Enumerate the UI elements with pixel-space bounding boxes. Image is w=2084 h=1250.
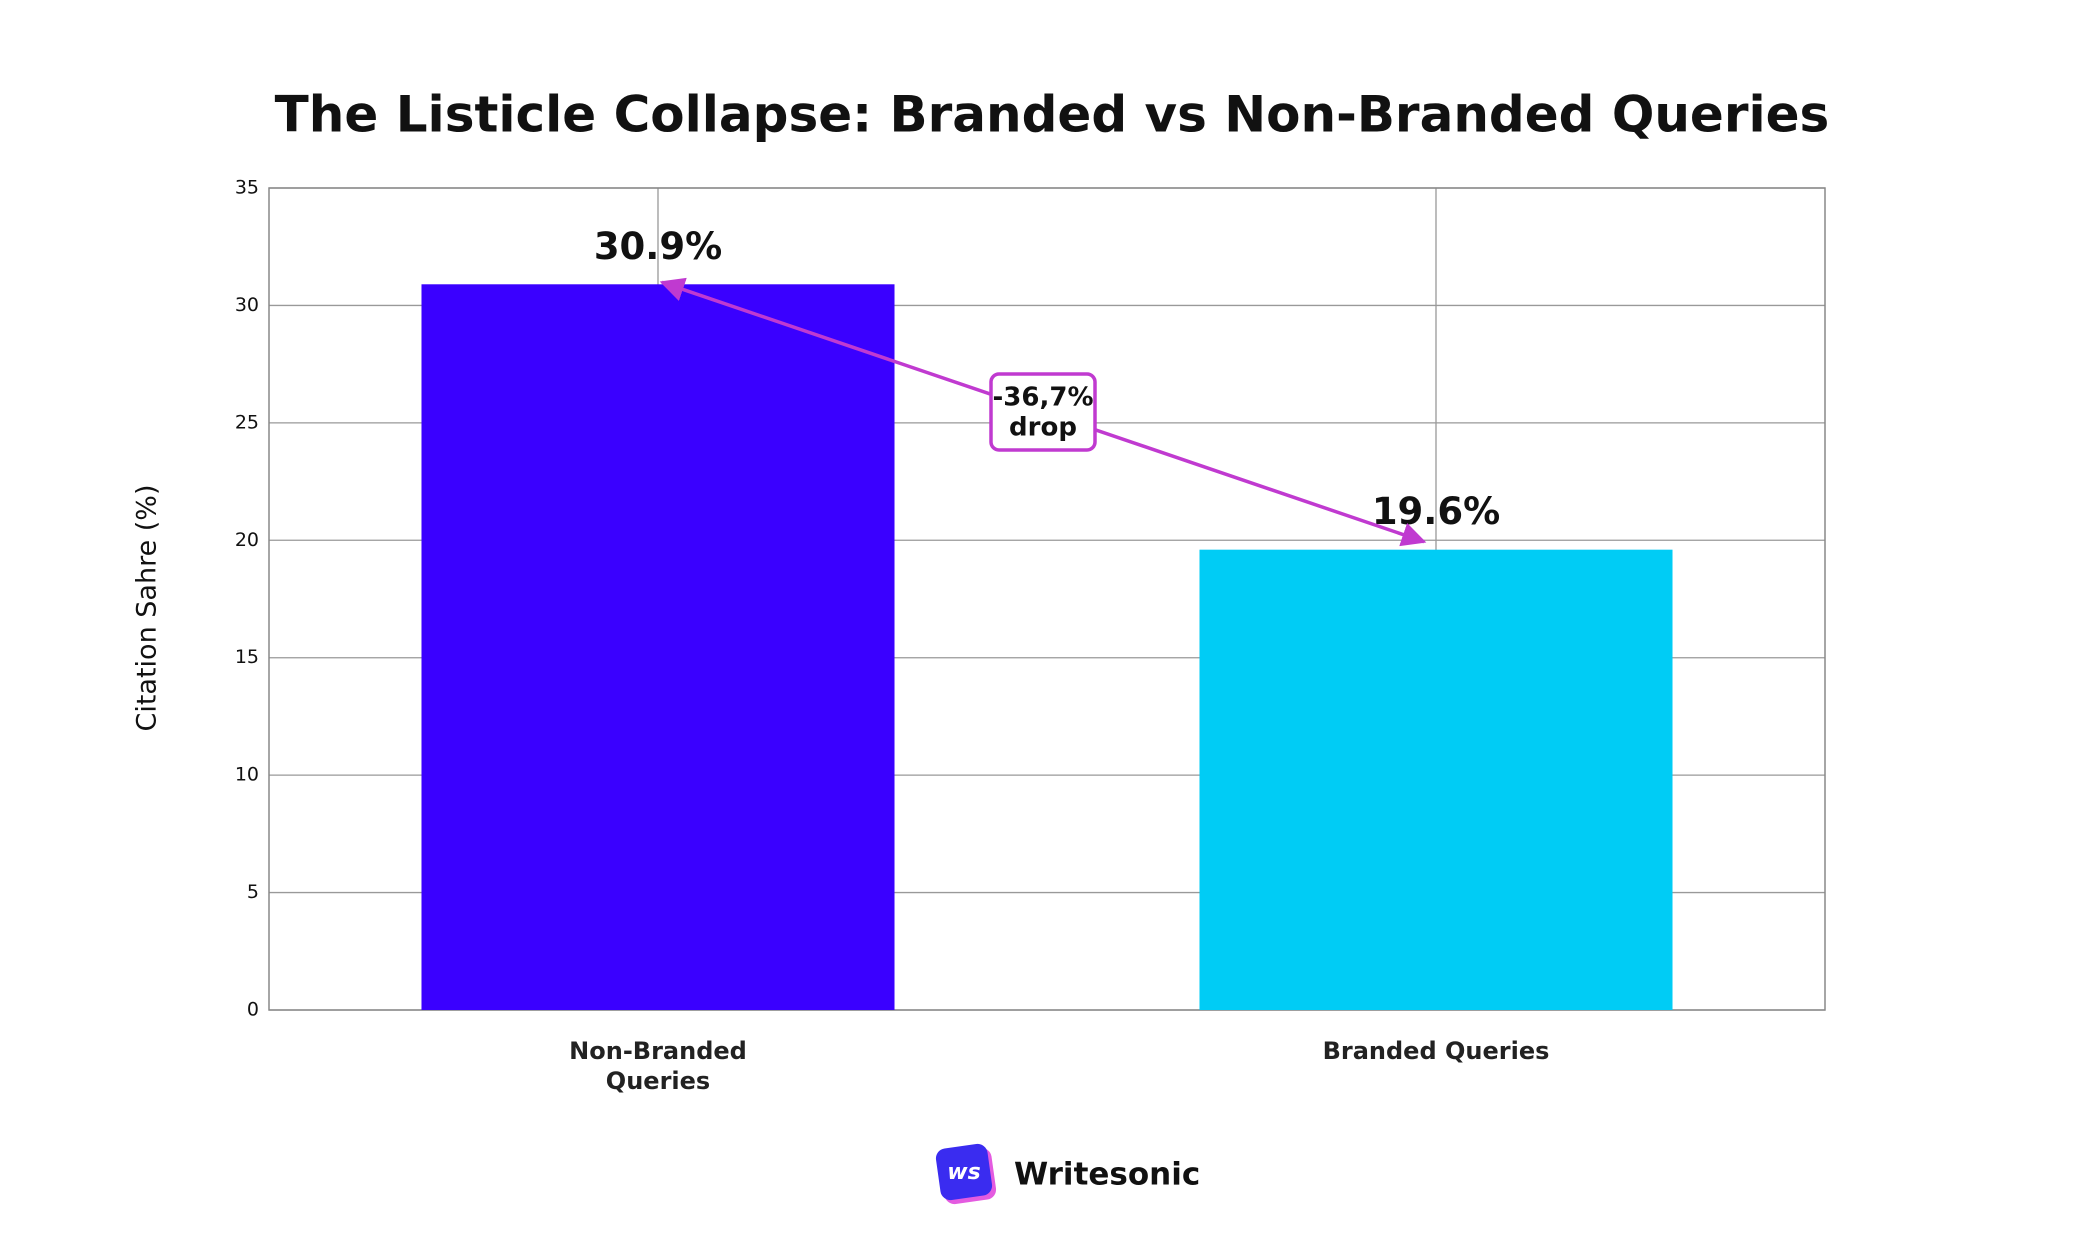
x-tick-label: Branded Queries [1322,1037,1550,1065]
value-label: 19.6% [1372,490,1500,533]
y-tick-label: 25 [235,411,259,433]
annotation-text: drop [1009,412,1077,442]
plot-frame [268,187,1826,1011]
bar [1199,549,1673,1010]
bar [421,284,895,1010]
logo-name: Writesonic [1014,1157,1200,1193]
y-tick-label: 5 [247,881,259,903]
value-label: 30.9% [594,225,722,268]
annotation-box [989,372,1097,452]
annotation-text: -36,7% [993,382,1094,412]
y-tick-label: 10 [235,764,259,786]
logo-icon-text: ws [947,1160,980,1185]
logo-icon [935,1143,993,1201]
y-tick-label: 20 [235,529,259,551]
y-tick-label: 0 [247,999,259,1021]
chart-title: The Listicle Collapse: Branded vs Non-Br… [275,86,1830,144]
y-axis-label: Citation Sahre (%) [132,484,163,731]
y-tick-label: 35 [235,177,259,199]
x-tick-label: Non-Branded Queries [569,1037,747,1095]
y-tick-label: 15 [235,646,259,668]
y-tick-label: 30 [235,294,259,316]
